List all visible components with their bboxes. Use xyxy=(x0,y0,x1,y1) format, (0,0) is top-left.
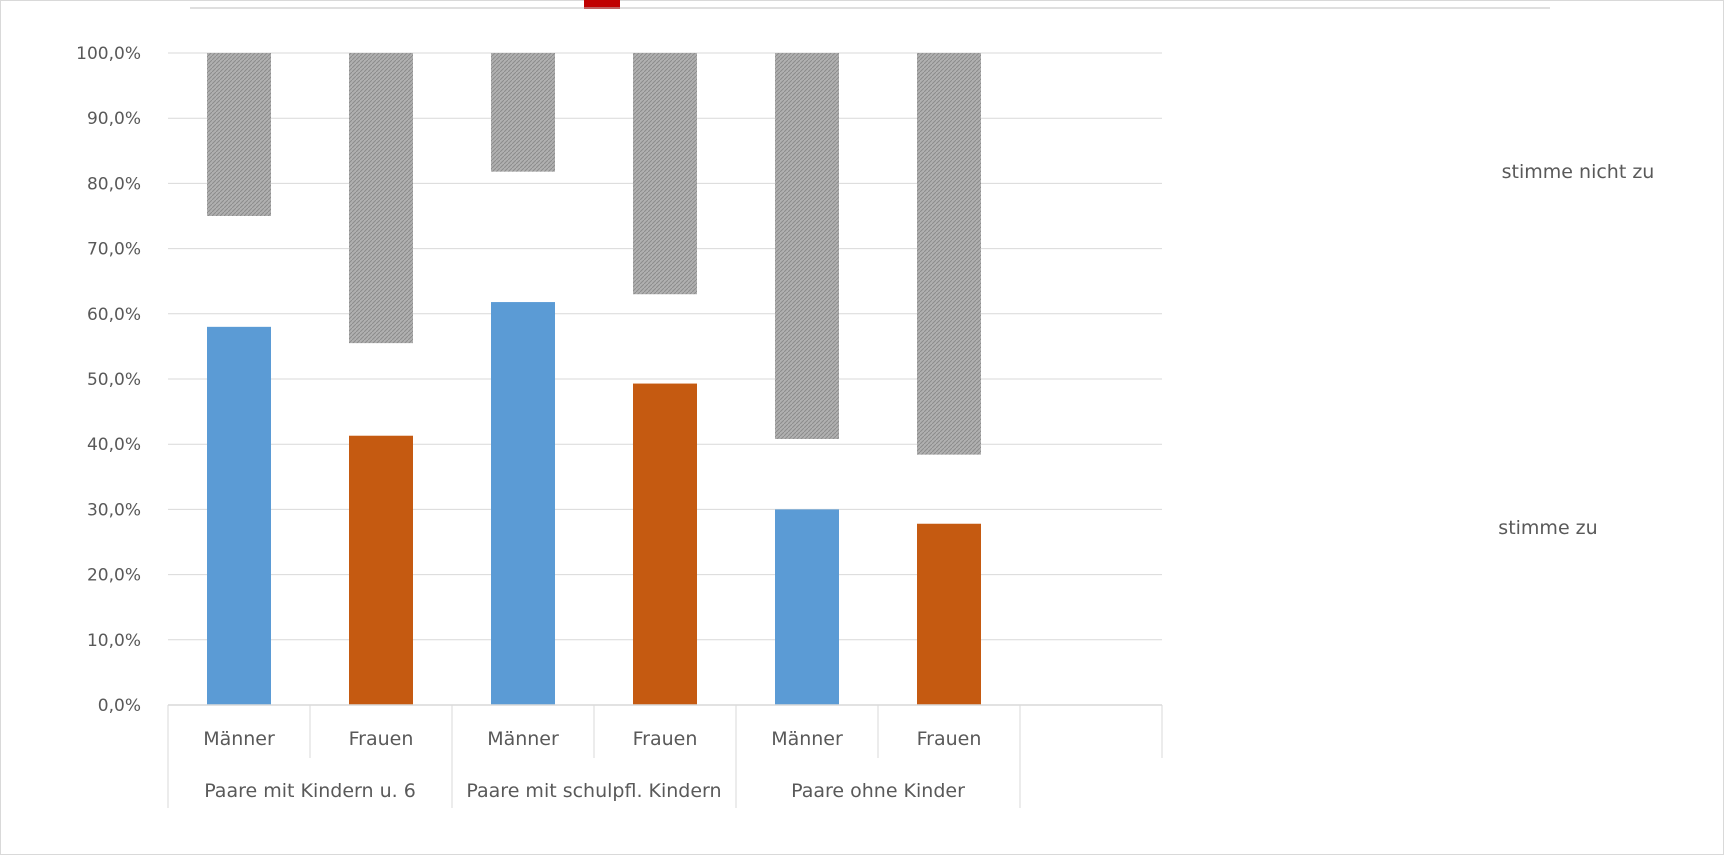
x-category-label: Männer xyxy=(487,728,559,750)
bar-stimme-nicht-zu xyxy=(491,53,555,172)
x-group-label: Paare mit schulpfl. Kindern xyxy=(466,780,721,802)
bar-stimme-nicht-zu xyxy=(349,53,413,344)
bar-stimme-zu-maenner xyxy=(775,509,839,705)
bar-stimme-zu-frauen xyxy=(349,435,413,705)
y-tick-label: 50,0% xyxy=(87,370,141,390)
x-category-label: Frauen xyxy=(633,728,698,750)
y-tick-label: 60,0% xyxy=(87,305,141,325)
y-tick-label: 20,0% xyxy=(87,566,141,586)
bar-stimme-nicht-zu xyxy=(775,53,839,439)
y-tick-label: 80,0% xyxy=(87,174,141,194)
legend-entry: stimme nicht zu xyxy=(1502,161,1655,183)
bars xyxy=(207,53,981,705)
y-tick-label: 30,0% xyxy=(87,500,141,520)
x-axis: Männer Frauen Männer Frauen Männer Frauen Paar… xyxy=(167,704,1163,808)
x-group-label: Paare ohne Kinder xyxy=(791,780,965,802)
bar-stimme-nicht-zu xyxy=(207,53,271,216)
y-axis-tick-labels: 0,0% 10,0% 20,0% 30,0% 40,0% 50,0% 60,0% 70,0% 8… xyxy=(76,44,141,716)
x-category-label: Frauen xyxy=(917,728,982,750)
y-tick-label: 40,0% xyxy=(87,435,141,455)
x-category-label: Frauen xyxy=(349,728,414,750)
x-category-label: Männer xyxy=(771,728,843,750)
bar-stimme-zu-frauen xyxy=(633,383,697,705)
legend: stimme zu stimme nicht zu xyxy=(1498,161,1654,539)
bar-stimme-nicht-zu xyxy=(917,53,981,455)
bar-stimme-zu-maenner xyxy=(207,326,271,705)
bar-stimme-zu-maenner xyxy=(491,302,555,705)
y-tick-label: 0,0% xyxy=(98,696,141,716)
y-tick-label: 70,0% xyxy=(87,240,141,260)
title-accent-mark xyxy=(584,0,620,9)
bar-stimme-zu-frauen xyxy=(917,523,981,705)
bar-stimme-nicht-zu xyxy=(633,53,697,295)
y-tick-label: 100,0% xyxy=(76,44,141,64)
x-category-label: Männer xyxy=(203,728,275,750)
x-group-label: Paare mit Kindern u. 6 xyxy=(204,780,416,802)
y-tick-label: 10,0% xyxy=(87,631,141,651)
legend-entry: stimme zu xyxy=(1498,517,1597,539)
y-tick-label: 90,0% xyxy=(87,109,141,129)
